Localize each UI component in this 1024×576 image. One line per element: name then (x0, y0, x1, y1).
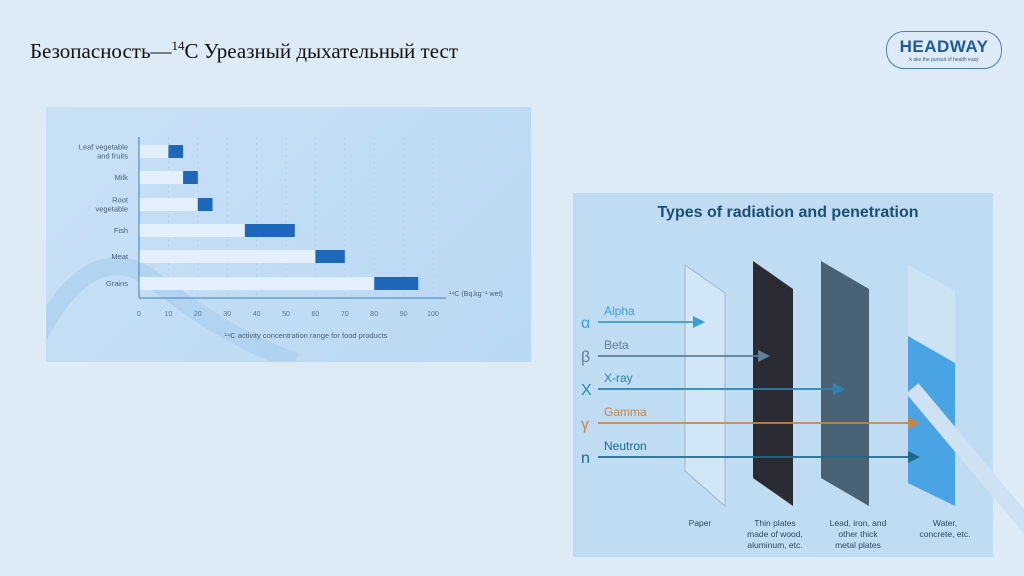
ray-name: X-ray (604, 371, 633, 385)
material-label: made of wood, (747, 529, 803, 539)
material-label: Paper (689, 518, 712, 528)
x-tick-label: 30 (223, 311, 231, 318)
bar-background (139, 224, 245, 237)
thick-metal-plate (821, 261, 869, 506)
water-fill (908, 336, 955, 506)
x-tick-label: 100 (427, 311, 439, 318)
material-label: other thick (838, 529, 878, 539)
material-label: aluminum, etc. (747, 540, 802, 550)
range-bar (168, 145, 184, 158)
x-tick-label: 40 (253, 311, 261, 318)
range-bar (183, 171, 198, 184)
category-label: and fruits (97, 152, 128, 161)
bar-background (139, 277, 375, 290)
x-tick-label: 0 (137, 311, 141, 318)
ray-name: Neutron (604, 439, 647, 453)
material-label: metal plates (835, 540, 881, 550)
x-tick-label: 60 (312, 311, 320, 318)
ray-symbol: X (581, 382, 592, 399)
food-activity-chart: 0 10 20 30 40 50 60 70 80 90 100 Leaf vegetable and … (46, 107, 531, 362)
chart-caption: ¹⁴C activity concentration range for foo… (225, 331, 388, 340)
material-label: Water, (933, 518, 957, 528)
ray-name: Beta (604, 338, 629, 352)
category-label: Milk (115, 173, 129, 182)
headway-logo: HEADWAY k ake the pursuit of health easy (886, 31, 1002, 69)
radiation-diagram: Types of radiation and penetration α Alph… (573, 193, 993, 557)
range-bar (315, 250, 345, 263)
title-suffix: C Уреазный дыхательный тест (184, 39, 459, 63)
ray-arrow (693, 316, 705, 328)
ray-symbol: α (581, 315, 590, 332)
ray-symbol: β (581, 349, 590, 366)
ray-symbol: γ (581, 416, 589, 433)
x-tick-label: 50 (282, 311, 290, 318)
chart-svg: 0 10 20 30 40 50 60 70 80 90 100 Leaf vegetableand … (46, 137, 503, 362)
material-label: Thin plates (754, 518, 796, 528)
title-prefix: Безопасность— (30, 39, 172, 63)
x-tick-label: 10 (165, 311, 173, 318)
range-bar (244, 224, 295, 237)
radiation-title: Types of radiation and penetration (657, 204, 918, 221)
ray-name: Gamma (604, 405, 647, 419)
ray-arrow (908, 417, 920, 429)
x-tick-label: 80 (370, 311, 378, 318)
x-tick-label: 20 (194, 311, 202, 318)
ray-arrow (908, 451, 920, 463)
material-label: Lead, iron, and (830, 518, 887, 528)
bar-background (139, 198, 198, 211)
logo-name: HEADWAY (899, 37, 989, 56)
ray-symbol: n (581, 450, 590, 467)
radiation-svg: Types of radiation and penetration α Alph… (581, 204, 971, 550)
x-tick-label: 90 (400, 311, 408, 318)
category-label: Root (112, 196, 129, 205)
page-title: Безопасность—14C Уреазный дыхательный те… (30, 38, 458, 64)
material-label: concrete, etc. (919, 529, 970, 539)
category-label: vegetable (95, 205, 128, 214)
range-bar (374, 277, 419, 290)
x-tick-label: 70 (341, 311, 349, 318)
ray-arrow (833, 383, 845, 395)
title-sup: 14 (171, 38, 185, 53)
thin-plate (753, 261, 793, 506)
bar-background (139, 171, 184, 184)
paper-sheet (684, 264, 726, 508)
category-label: Fish (114, 226, 128, 235)
category-label: Meat (111, 252, 129, 261)
logo-tagline: k ake the pursuit of health easy (909, 57, 979, 63)
category-label: Leaf vegetable (79, 143, 128, 152)
range-bar (197, 198, 213, 211)
x-axis-unit: ¹⁴C (Bq.kg⁻¹ wet) (449, 291, 503, 298)
category-label: Grains (106, 279, 128, 288)
bar-background (139, 250, 316, 263)
ray-arrow (758, 350, 770, 362)
ray-name: Alpha (604, 304, 635, 318)
bar-background (139, 145, 169, 158)
